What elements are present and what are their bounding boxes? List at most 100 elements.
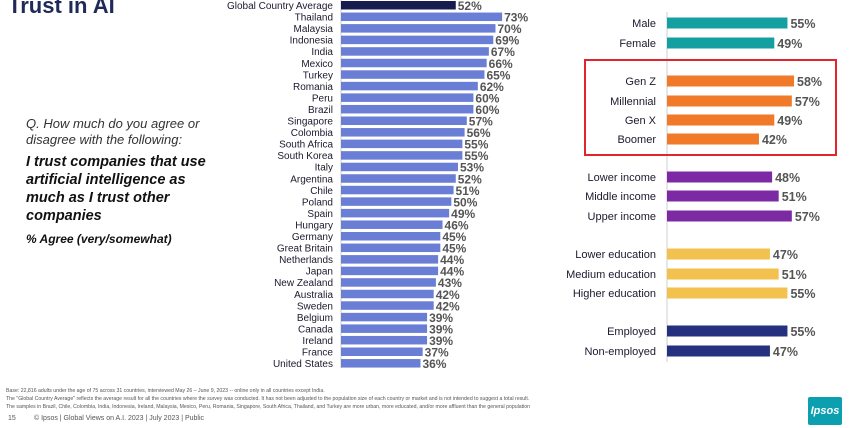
value-label-new-zealand: 43% — [438, 276, 462, 290]
country-bar-chart: Global Country Average 52% Thailand 73% Mala… — [227, 0, 528, 371]
value-label-upper-income: 57% — [795, 210, 820, 224]
value-label-australia: 42% — [436, 288, 460, 302]
value-label-south-korea: 55% — [464, 149, 488, 163]
category-label-lower-income: Lower income — [588, 172, 656, 184]
category-label-malaysia: Malaysia — [294, 24, 334, 35]
category-label-higher-education: Higher education — [573, 288, 656, 300]
category-label-australia: Australia — [294, 290, 333, 301]
bar-non-employed — [667, 345, 770, 357]
bar-upper-income — [667, 210, 792, 222]
category-label-sweden: Sweden — [297, 301, 333, 312]
category-label-france: France — [302, 348, 334, 359]
category-label-belgium: Belgium — [297, 313, 333, 324]
value-label-germany: 45% — [442, 230, 466, 244]
survey-statement: I trust companies that use artificial in… — [26, 154, 206, 224]
value-label-employed: 55% — [790, 325, 815, 339]
category-label-chile: Chile — [310, 186, 333, 197]
value-label-gen-z: 58% — [797, 75, 822, 89]
bar-belgium — [341, 312, 428, 322]
category-label-colombia: Colombia — [291, 128, 334, 139]
category-label-middle-income: Middle income — [585, 191, 656, 203]
bar-employed — [667, 325, 788, 337]
value-label-medium-education: 51% — [782, 268, 807, 282]
bar-indonesia — [341, 35, 494, 45]
bar-australia — [341, 289, 434, 299]
category-label-brazil: Brazil — [308, 105, 333, 116]
bar-gen-x — [667, 114, 775, 126]
value-label-male: 55% — [790, 17, 815, 31]
bar-south-korea — [341, 151, 463, 160]
bar-romania — [341, 81, 478, 91]
bar-brazil — [341, 104, 474, 114]
footer: 15 © Ipsos | Global Views on A.I. 2023 | … — [8, 415, 204, 422]
bar-united-states — [341, 359, 421, 368]
bar-india — [341, 47, 489, 56]
agree-label: % Agree (very/somewhat) — [26, 232, 172, 246]
bar-hungary — [341, 220, 443, 229]
bar-medium-education — [667, 268, 779, 280]
value-label-poland: 50% — [453, 195, 477, 209]
value-label-spain: 49% — [451, 207, 475, 221]
category-label-spain: Spain — [307, 209, 333, 220]
category-label-global-country-average: Global Country Average — [227, 1, 333, 12]
category-label-canada: Canada — [298, 324, 333, 335]
value-label-sweden: 42% — [436, 299, 460, 313]
bar-poland — [341, 197, 452, 206]
value-label-colombia: 56% — [467, 126, 491, 140]
bar-south-africa — [341, 139, 463, 149]
bar-canada — [341, 324, 428, 333]
value-label-chile: 51% — [456, 184, 480, 198]
value-label-italy: 53% — [460, 161, 484, 175]
bar-thailand — [341, 12, 503, 22]
category-label-netherlands: Netherlands — [279, 255, 333, 266]
bar-germany — [341, 232, 441, 241]
bar-peru — [341, 93, 474, 102]
value-label-canada: 39% — [429, 322, 453, 336]
value-label-ireland: 39% — [429, 334, 453, 348]
value-label-mexico: 66% — [489, 57, 513, 71]
value-label-argentina: 52% — [458, 172, 482, 186]
bar-boomer — [667, 133, 759, 145]
base-notes: Base: 22,816 adults under the age of 75 … — [6, 387, 606, 411]
value-label-higher-education: 55% — [790, 287, 815, 301]
value-label-malaysia: 70% — [497, 22, 521, 36]
value-label-non-employed: 47% — [773, 345, 798, 359]
value-label-lower-education: 47% — [773, 248, 798, 262]
value-label-japan: 44% — [440, 265, 464, 279]
value-label-singapore: 57% — [469, 115, 493, 129]
demographic-bar-chart: Male 55% Female 49% Gen Z 58% Millennial 57% Gen… — [566, 17, 822, 359]
value-label-belgium: 39% — [429, 311, 453, 325]
page-title: Trust in AI — [8, 0, 115, 18]
category-label-italy: Italy — [315, 163, 333, 174]
category-label-upper-income: Upper income — [588, 211, 656, 223]
category-label-gen-x: Gen X — [625, 115, 657, 127]
category-label-romania: Romania — [293, 82, 333, 93]
category-label-argentina: Argentina — [290, 174, 333, 185]
footer-text: © Ipsos | Global Views on A.I. 2023 | Ju… — [34, 415, 205, 422]
category-label-mexico: Mexico — [301, 59, 333, 70]
value-label-indonesia: 69% — [495, 34, 519, 48]
bar-charts: Global Country Average 52% Thailand 73% Mala… — [227, 0, 822, 371]
category-label-employed: Employed — [607, 326, 656, 338]
bar-japan — [341, 266, 439, 276]
bar-global-country-average — [341, 1, 456, 10]
ipsos-logo: Ipsos — [808, 397, 842, 425]
bar-great-britain — [341, 243, 441, 253]
bar-singapore — [341, 116, 467, 125]
category-label-boomer: Boomer — [617, 134, 656, 146]
category-label-germany: Germany — [292, 232, 333, 243]
value-label-lower-income: 48% — [775, 171, 800, 185]
value-label-peru: 60% — [475, 91, 499, 105]
value-label-united-states: 36% — [422, 357, 446, 371]
bar-middle-income — [667, 190, 779, 202]
category-label-peru: Peru — [312, 93, 333, 104]
category-label-female: Female — [619, 38, 656, 50]
bar-higher-education — [667, 287, 788, 299]
value-label-thailand: 73% — [504, 11, 528, 25]
category-label-new-zealand: New Zealand — [274, 278, 333, 289]
category-label-turkey: Turkey — [303, 70, 333, 81]
value-label-romania: 62% — [480, 80, 504, 94]
value-label-india: 67% — [491, 45, 515, 59]
bar-colombia — [341, 128, 465, 137]
bar-male — [667, 17, 788, 29]
